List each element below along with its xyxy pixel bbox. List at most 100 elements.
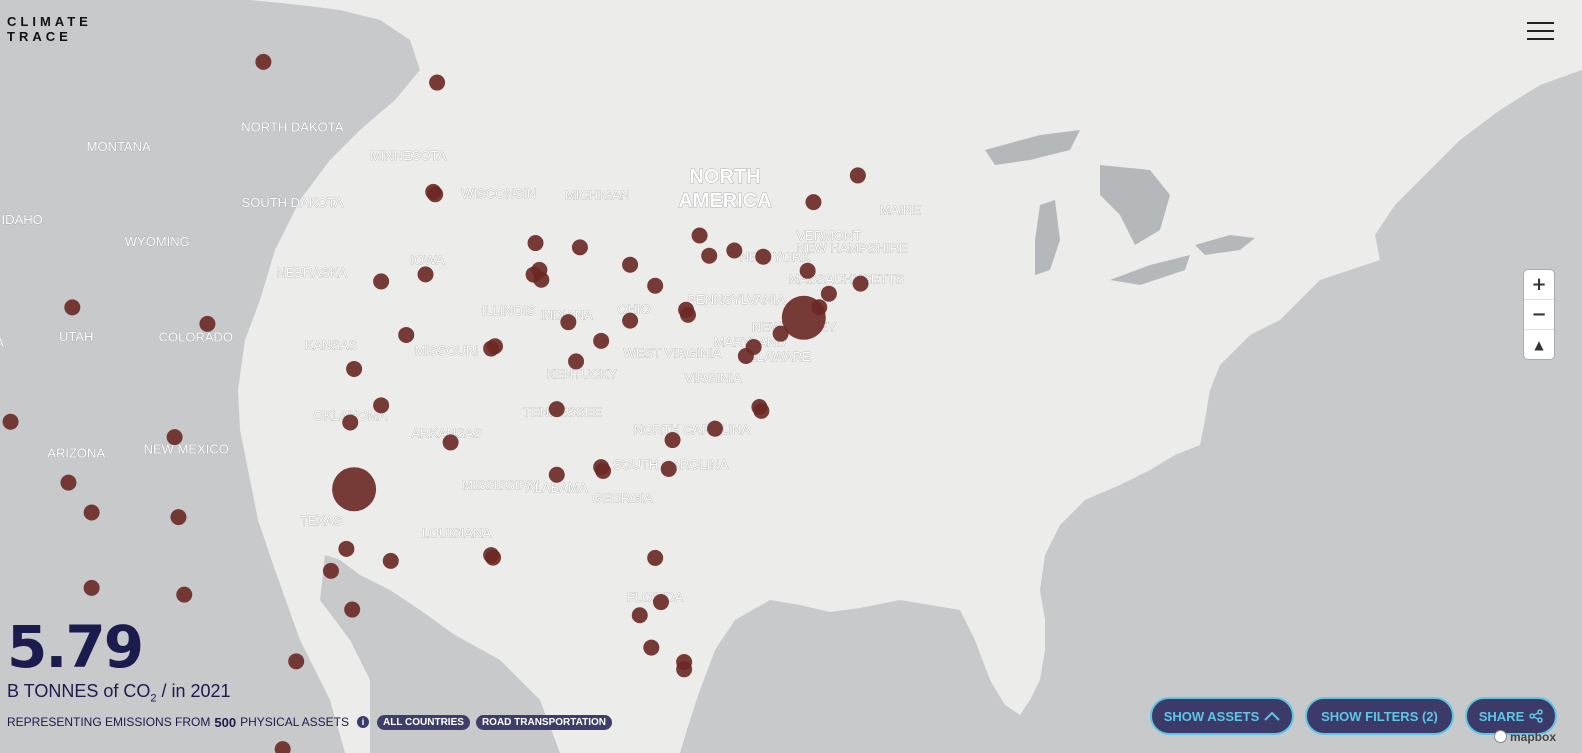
chip-sector[interactable]: ROAD TRANSPORTATION bbox=[475, 714, 613, 730]
asset-marker[interactable] bbox=[660, 460, 677, 477]
asset-marker[interactable] bbox=[593, 332, 610, 349]
asset-marker[interactable] bbox=[691, 227, 708, 244]
asset-marker[interactable] bbox=[568, 353, 585, 370]
state-label: VERMONT bbox=[796, 228, 861, 243]
asset-marker[interactable] bbox=[652, 594, 669, 611]
chip-country[interactable]: ALL COUNTRIES bbox=[377, 714, 470, 730]
asset-marker[interactable] bbox=[322, 562, 339, 579]
state-label: MAINE bbox=[880, 203, 922, 218]
asset-marker[interactable] bbox=[849, 167, 866, 184]
emissions-unit: B TONNES of CO2 / in 2021 bbox=[7, 681, 231, 705]
state-label: KANSAS bbox=[305, 338, 358, 353]
asset-marker[interactable] bbox=[811, 299, 828, 316]
continent-label-line: NORTH bbox=[689, 166, 760, 188]
asset-marker[interactable] bbox=[382, 552, 399, 569]
asset-marker[interactable] bbox=[483, 547, 500, 564]
state-label: SOUTH DAKOTA bbox=[242, 195, 344, 210]
asset-marker[interactable] bbox=[274, 741, 291, 753]
asset-marker[interactable] bbox=[548, 466, 565, 483]
asset-marker[interactable] bbox=[772, 325, 789, 342]
asset-marker[interactable] bbox=[427, 186, 444, 203]
asset-markers[interactable] bbox=[2, 53, 869, 753]
asset-marker[interactable] bbox=[726, 242, 743, 259]
show-filters-button[interactable]: SHOW FILTERS (2) bbox=[1305, 697, 1454, 735]
asset-marker[interactable] bbox=[852, 275, 869, 292]
state-label: MASSACHUSETTS bbox=[788, 271, 904, 286]
asset-marker[interactable] bbox=[170, 509, 187, 526]
asset-marker[interactable] bbox=[678, 301, 695, 318]
asset-marker[interactable] bbox=[805, 194, 822, 211]
state-labels: WASHINGTONOREGONIDAHOMONTANANORTH DAKOTA… bbox=[0, 119, 922, 605]
asset-marker[interactable] bbox=[622, 312, 639, 329]
asset-marker[interactable] bbox=[676, 661, 693, 678]
continent-label-line: AMERICA bbox=[678, 190, 771, 212]
compass-button[interactable]: ▲ bbox=[1534, 337, 1544, 352]
asset-marker[interactable] bbox=[820, 285, 837, 302]
asset-marker[interactable] bbox=[647, 277, 664, 294]
share-button[interactable]: SHARE bbox=[1465, 697, 1557, 735]
asset-marker[interactable] bbox=[643, 639, 660, 656]
asset-marker[interactable] bbox=[745, 338, 762, 355]
state-label: IDAHO bbox=[2, 212, 43, 227]
asset-marker[interactable] bbox=[548, 401, 565, 418]
asset-marker[interactable] bbox=[533, 271, 550, 288]
asset-marker[interactable] bbox=[429, 74, 446, 91]
asset-marker[interactable] bbox=[487, 338, 503, 355]
asset-marker[interactable] bbox=[593, 459, 610, 476]
asset-marker[interactable] bbox=[176, 586, 193, 603]
state-label: OHIO bbox=[617, 302, 650, 317]
asset-marker[interactable] bbox=[398, 326, 415, 343]
info-icon[interactable]: i bbox=[357, 716, 369, 729]
zoom-out-button[interactable]: − bbox=[1524, 300, 1554, 330]
state-label: NEW HAMPSHIRE bbox=[796, 241, 908, 256]
state-label: LOUISIANA bbox=[422, 525, 492, 540]
asset-marker[interactable] bbox=[2, 413, 19, 430]
zoom-in-button[interactable]: + bbox=[1524, 270, 1554, 300]
lake-ontario bbox=[1195, 235, 1255, 255]
asset-marker[interactable] bbox=[83, 579, 100, 596]
asset-marker[interactable] bbox=[338, 540, 355, 557]
lake-superior bbox=[985, 130, 1080, 165]
lake-michigan bbox=[1035, 200, 1060, 275]
state-label: NEVADA bbox=[0, 335, 4, 350]
menu-icon[interactable] bbox=[1527, 22, 1554, 42]
asset-marker[interactable] bbox=[707, 420, 724, 437]
asset-marker[interactable] bbox=[417, 266, 434, 283]
asset-marker[interactable] bbox=[755, 248, 772, 265]
asset-marker[interactable] bbox=[344, 601, 361, 618]
state-label: WISCONSIN bbox=[461, 186, 536, 201]
asset-marker[interactable] bbox=[199, 315, 216, 332]
show-assets-button[interactable]: SHOW ASSETS bbox=[1150, 697, 1294, 735]
asset-marker[interactable] bbox=[799, 262, 816, 279]
asset-marker[interactable] bbox=[631, 607, 648, 624]
asset-marker[interactable] bbox=[622, 256, 639, 273]
mapbox-icon bbox=[1494, 730, 1507, 743]
asset-marker[interactable] bbox=[346, 360, 363, 377]
asset-marker[interactable] bbox=[701, 247, 718, 264]
asset-marker[interactable] bbox=[373, 273, 390, 290]
asset-marker[interactable] bbox=[83, 504, 100, 521]
rep-suffix: PHYSICAL ASSETS bbox=[240, 715, 349, 730]
asset-marker[interactable] bbox=[571, 239, 588, 256]
asset-marker[interactable] bbox=[332, 467, 377, 512]
asset-marker[interactable] bbox=[255, 53, 272, 70]
asset-marker[interactable] bbox=[560, 314, 577, 331]
asset-marker[interactable] bbox=[664, 432, 681, 449]
zoom-controls: + − ▲ bbox=[1524, 270, 1554, 359]
asset-marker[interactable] bbox=[753, 402, 770, 419]
asset-marker[interactable] bbox=[288, 653, 305, 670]
asset-marker[interactable] bbox=[442, 434, 459, 451]
share-icon bbox=[1529, 709, 1543, 723]
asset-marker[interactable] bbox=[373, 397, 390, 414]
asset-marker[interactable] bbox=[647, 549, 664, 566]
asset-marker[interactable] bbox=[527, 235, 544, 252]
asset-marker[interactable] bbox=[60, 474, 77, 491]
asset-marker[interactable] bbox=[166, 429, 183, 446]
asset-marker[interactable] bbox=[64, 299, 81, 316]
mapbox-attribution[interactable]: mapbox bbox=[1494, 730, 1556, 744]
asset-marker[interactable] bbox=[342, 414, 359, 431]
emissions-value: 5.79 bbox=[7, 613, 144, 681]
climate-trace-logo[interactable]: CLIMATE TRACE bbox=[7, 14, 117, 44]
